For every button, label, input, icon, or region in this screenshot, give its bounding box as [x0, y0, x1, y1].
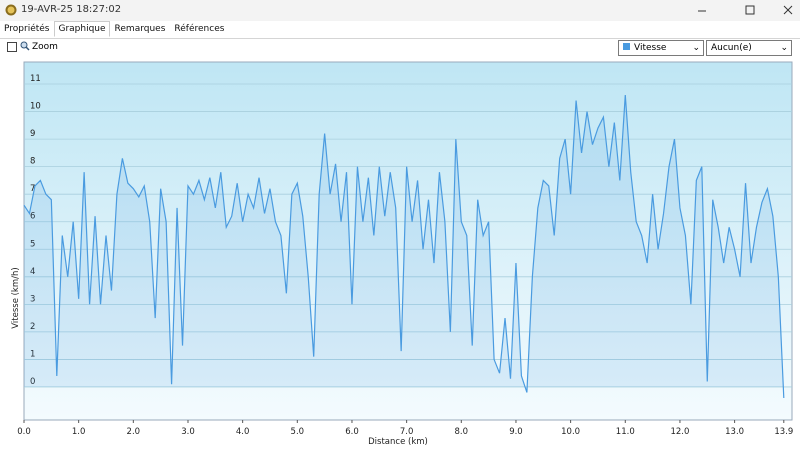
app-icon — [5, 4, 17, 16]
x-tick-label: 11.0 — [616, 427, 635, 437]
title-bar: 19-AVR-25 18:27:02 — [0, 0, 800, 21]
y-tick-label: 11 — [30, 74, 41, 84]
y-tick-label: 2 — [30, 322, 35, 332]
chart: Distance (km) Vitesse (km/h) 0 1 2 3 4 5 6 7 8 9 1… — [11, 61, 793, 447]
y-tick-label: 0 — [30, 377, 35, 387]
zoom-checkbox[interactable] — [7, 42, 17, 52]
x-tick-label: 12.0 — [670, 427, 689, 437]
x-tick-label: 6.0 — [345, 427, 359, 437]
zoom-label: Zoom — [32, 42, 58, 52]
x-tick-label: 9.0 — [509, 427, 523, 437]
x-axis-title: Distance (km) — [368, 437, 428, 447]
y-tick-label: 10 — [30, 102, 41, 112]
x-tick-label: 13.0 — [725, 427, 744, 437]
tab[interactable]: Remarques — [114, 24, 166, 34]
x-tick-label: 1.0 — [72, 427, 86, 437]
area-fill — [24, 95, 784, 398]
y-tick-label: 6 — [30, 212, 35, 222]
y-tick-label: 8 — [30, 157, 35, 167]
series-select[interactable]: Vitesse ⌄ — [618, 40, 704, 56]
series-name: Vitesse — [634, 43, 667, 53]
secondary-name: Aucun(e) — [711, 43, 752, 53]
tab-bar: Propriétés Graphique Remarques Références — [0, 21, 800, 39]
y-tick-label: 5 — [30, 239, 35, 249]
x-tick-label: 8.0 — [455, 427, 469, 437]
x-tick-label: 4.0 — [236, 427, 250, 437]
y-tick-label: 3 — [30, 294, 35, 304]
x-tick-label: 2.0 — [127, 427, 141, 437]
x-tick-label: 7.0 — [400, 427, 414, 437]
y-tick-label: 4 — [30, 267, 35, 277]
x-tick-label: 5.0 — [291, 427, 305, 437]
y-axis-title: Vitesse (km/h) — [11, 267, 21, 328]
window-title: 19-AVR-25 18:27:02 — [21, 4, 122, 15]
zoom-icon — [20, 41, 30, 51]
x-tick-label: 0.0 — [17, 427, 31, 437]
window-controls[interactable] — [690, 3, 800, 19]
y-tick-label: 1 — [30, 349, 35, 359]
x-tick-label: 10.0 — [561, 427, 580, 437]
tab[interactable]: Propriétés — [4, 24, 50, 34]
tab[interactable]: Graphique — [54, 21, 110, 37]
y-tick-label: 7 — [30, 184, 35, 194]
y-tick-label: 9 — [30, 129, 35, 139]
x-tick-label: 13.9 — [774, 427, 793, 437]
plot-area — [23, 61, 793, 421]
line — [23, 95, 785, 398]
x-tick-label: 3.0 — [181, 427, 195, 437]
secondary-select[interactable]: Aucun(e) ⌄ — [706, 40, 792, 56]
tab[interactable]: Références — [174, 24, 225, 34]
